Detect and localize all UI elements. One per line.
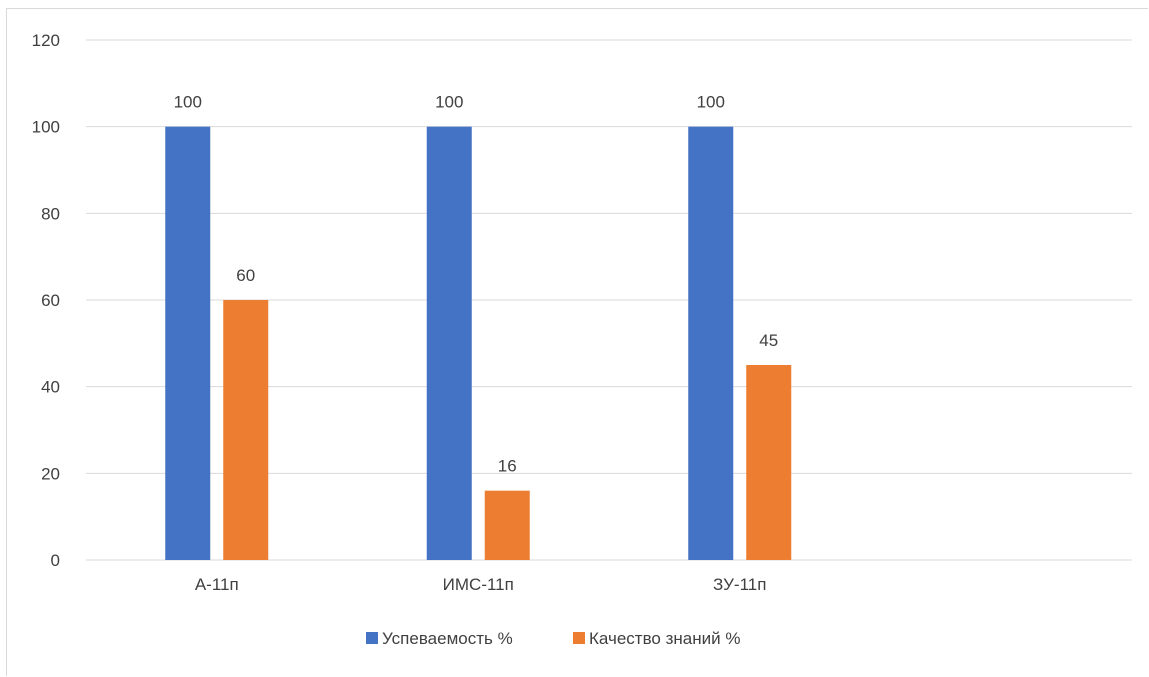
y-tick-label: 40 <box>41 378 60 397</box>
data-labels: 100 60 100 16 100 45 <box>174 93 779 476</box>
data-label: 100 <box>174 93 202 112</box>
bar-kachestvo-0 <box>223 300 269 560</box>
data-label: 16 <box>498 457 517 476</box>
bar-uspevaemost-1 <box>426 126 472 561</box>
bars <box>165 126 792 561</box>
y-tick-label: 100 <box>32 118 60 137</box>
y-tick-label: 20 <box>41 464 60 483</box>
legend-label: Успеваемость % <box>382 629 513 648</box>
y-tick-label: 80 <box>41 204 60 223</box>
legend-swatch <box>573 632 585 644</box>
data-label: 100 <box>697 93 725 112</box>
data-label: 45 <box>759 331 778 350</box>
x-tick-label: ЗУ-11п <box>713 575 766 594</box>
gridlines <box>86 39 1132 561</box>
data-label: 60 <box>236 266 255 285</box>
legend: Успеваемость % Качество знаний % <box>366 629 740 648</box>
bar-kachestvo-1 <box>484 490 530 560</box>
y-tick-label: 60 <box>41 291 60 310</box>
x-tick-label: ИМС-11п <box>443 575 514 594</box>
data-label: 100 <box>435 93 463 112</box>
legend-label: Качество знаний % <box>589 629 740 648</box>
bar-uspevaemost-0 <box>165 126 211 561</box>
bar-uspevaemost-2 <box>688 126 734 561</box>
y-tick-label: 0 <box>51 551 60 570</box>
legend-swatch <box>366 632 378 644</box>
y-tick-label: 120 <box>32 31 60 50</box>
x-tick-label: А-11п <box>195 575 239 594</box>
y-axis: 0 20 40 60 80 100 120 <box>32 31 60 570</box>
chart-frame <box>6 8 1148 676</box>
x-axis: А-11п ИМС-11п ЗУ-11п <box>195 575 767 594</box>
bar-kachestvo-2 <box>746 365 792 560</box>
